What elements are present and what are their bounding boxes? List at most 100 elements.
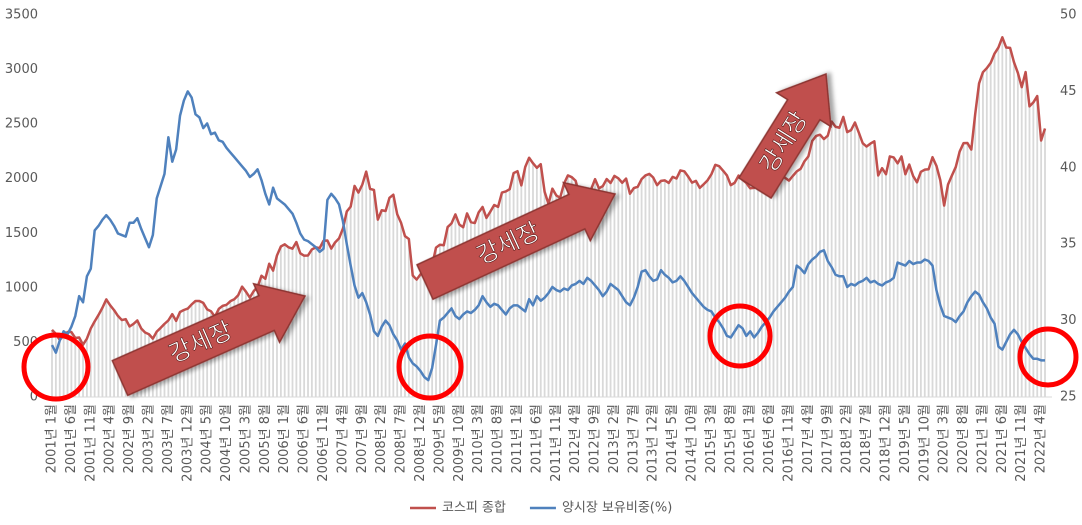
bar: [442, 245, 445, 397]
x-tick-label: 2004년 10월: [219, 404, 234, 482]
bar: [737, 175, 740, 397]
bar: [760, 179, 763, 397]
bar: [485, 217, 488, 397]
bar: [811, 140, 814, 397]
bar: [462, 227, 465, 397]
bar: [539, 164, 542, 397]
x-tick-label: 2008년 7월: [394, 404, 409, 473]
x-tick-label: 2021년 6월: [995, 404, 1010, 473]
bar: [252, 291, 255, 397]
bar: [795, 171, 798, 397]
bar: [815, 135, 818, 397]
bar: [563, 183, 565, 397]
x-tick-label: 2003년 7월: [161, 404, 176, 473]
y-tick-label: 2500: [5, 117, 38, 132]
bar: [404, 236, 406, 397]
y2-tick-label: 45: [1060, 84, 1077, 99]
bar: [400, 222, 403, 397]
bar: [722, 170, 724, 397]
bar: [970, 149, 973, 397]
bar: [272, 270, 274, 397]
bar: [919, 171, 922, 397]
bar: [376, 219, 379, 397]
bar: [869, 143, 872, 397]
arrow: 강세장: [737, 72, 832, 200]
bar: [966, 143, 969, 397]
x-tick-label: 2016년 1월: [743, 404, 758, 473]
highlight-circle: [707, 303, 773, 369]
bar: [388, 197, 391, 397]
bar: [504, 191, 507, 397]
bar: [896, 163, 899, 397]
bar: [807, 156, 810, 397]
legend-label: 양시장 보유비중(%): [562, 501, 672, 516]
bar: [407, 238, 410, 397]
bar: [299, 253, 302, 397]
arrow: 강세장: [111, 282, 307, 397]
bar: [877, 175, 880, 397]
x-tick-label: 2017년 9월: [820, 404, 835, 473]
bar: [706, 180, 709, 397]
x-tick-label: 2015년 8월: [723, 404, 738, 473]
bar: [551, 188, 554, 397]
bar: [598, 188, 600, 397]
bar: [54, 333, 57, 397]
bar: [481, 206, 484, 397]
bar: [547, 203, 550, 397]
x-tick-label: 2016년 11월: [781, 404, 796, 482]
x-tick-label: 2008년 12월: [413, 404, 428, 482]
bar: [900, 156, 903, 397]
bar: [342, 228, 344, 397]
highlight-circle: [21, 332, 91, 402]
x-tick-label: 2007년 4월: [335, 404, 350, 473]
bar: [873, 141, 876, 397]
bar: [749, 188, 752, 397]
bar: [667, 182, 670, 397]
x-tick-label: 2021년 1월: [975, 404, 990, 473]
bar: [594, 179, 596, 397]
x-tick-label: 2012년 4월: [568, 404, 583, 473]
bar: [1024, 72, 1027, 397]
bar: [935, 165, 938, 397]
bar: [819, 134, 821, 397]
bar: [489, 211, 492, 397]
bar: [710, 174, 713, 397]
bar: [392, 194, 395, 397]
y2-tick-label: 50: [1060, 8, 1077, 23]
bar: [993, 53, 996, 397]
y-tick-label: 1500: [5, 226, 38, 241]
bar: [954, 166, 957, 397]
bar: [532, 163, 534, 397]
bar: [904, 174, 907, 397]
bar: [501, 192, 503, 397]
bar: [1028, 106, 1031, 397]
x-tick-label: 2006년 6월: [297, 404, 312, 473]
bar: [101, 307, 104, 397]
bar: [338, 238, 340, 397]
bar: [318, 248, 321, 397]
bar: [888, 156, 891, 397]
bar: [663, 180, 666, 397]
bar: [89, 328, 92, 397]
bar: [543, 191, 546, 397]
bar: [535, 167, 538, 397]
bar: [291, 248, 294, 397]
bar: [1013, 62, 1015, 397]
bar: [411, 275, 414, 397]
highlight-circles: [21, 303, 1079, 402]
bar: [784, 177, 787, 397]
bar: [644, 175, 647, 397]
bar: [601, 186, 604, 397]
bar: [652, 177, 655, 397]
bar: [768, 181, 771, 397]
bar: [369, 188, 371, 397]
bar: [885, 174, 887, 397]
bar: [51, 329, 53, 397]
x-tick-label: 2002년 4월: [103, 404, 118, 473]
bar: [427, 280, 430, 397]
bar: [962, 143, 965, 397]
bar: [923, 169, 926, 397]
bar: [850, 130, 852, 397]
x-tick-label: 2007년 9월: [355, 404, 370, 473]
